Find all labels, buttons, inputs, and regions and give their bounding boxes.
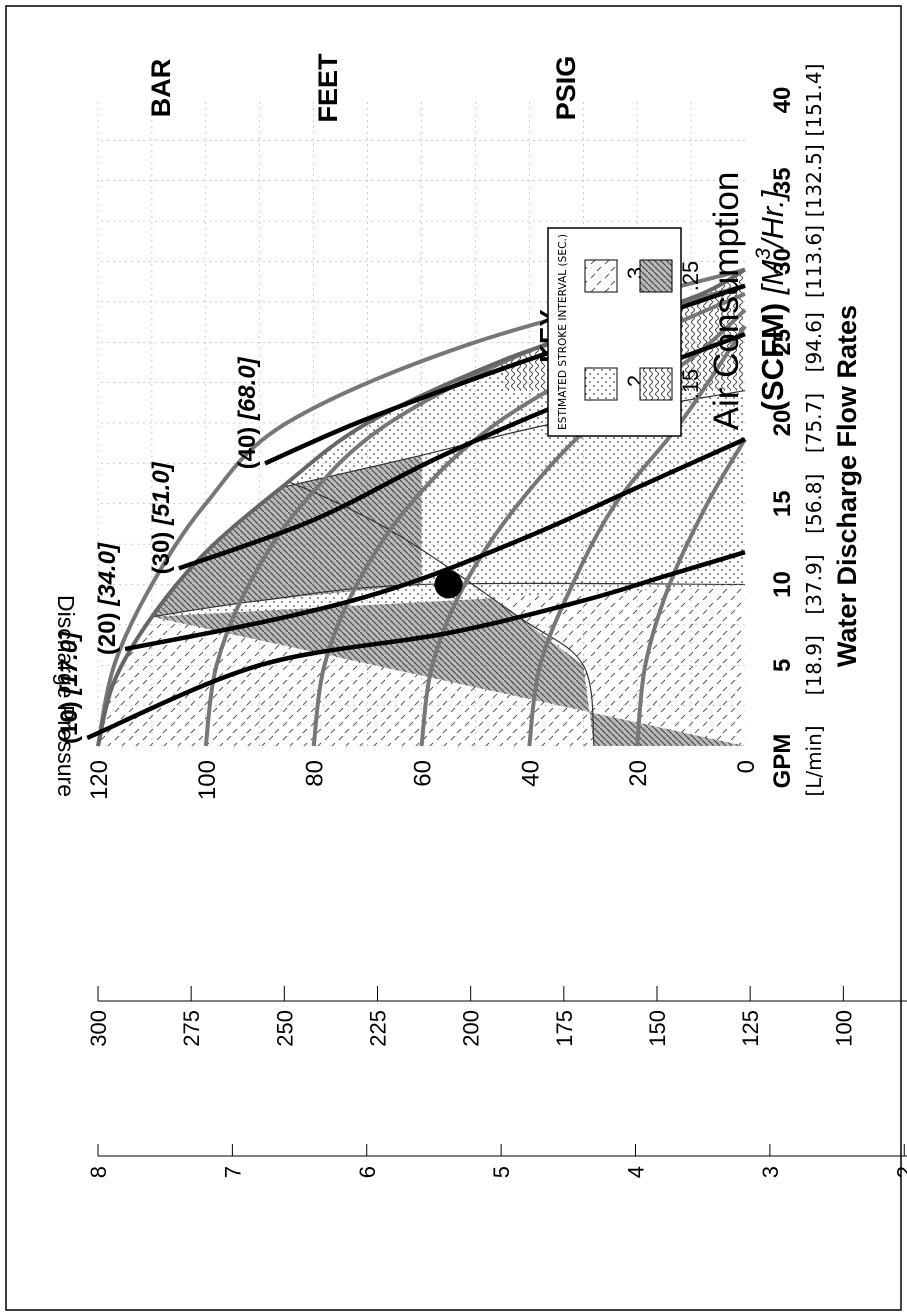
- x-tick-label-lpm: [151.4]: [802, 64, 826, 137]
- page-frame: [5, 5, 902, 1311]
- x-tick-label-lpm: [94.6]: [802, 312, 826, 372]
- x-tick-label-gpm: 30: [769, 248, 796, 275]
- x-tick-label-gpm: 15: [769, 490, 796, 517]
- legend-swatch-dashes: [584, 259, 618, 293]
- legend: KEY ESTIMATED STROKE INTERVAL (SEC.) .3.…: [534, 227, 703, 437]
- x-tick-label-gpm: 25: [769, 329, 796, 356]
- subtitle-metric: [M: [755, 260, 790, 296]
- feet-axis: 0255075100125150175200225250275300: [86, 986, 907, 1047]
- psig-tick-label: 20: [625, 760, 652, 787]
- air-consumption-curve-0: [86, 550, 746, 740]
- feet-tick-label: 100: [831, 1010, 856, 1047]
- x-axis-title: Water Discharge Flow Rates: [832, 305, 862, 667]
- bar-tick-label: 4: [624, 1166, 649, 1178]
- axis-unit-bar: BAR: [146, 59, 176, 118]
- psig-axis: 0 20 40 60 80 100 120: [86, 760, 760, 800]
- psig-tick-label: 0: [733, 760, 760, 773]
- psig-tick-label: 40: [517, 760, 544, 787]
- air-curve-label-3: (40) [68.0]: [234, 356, 261, 469]
- subtitle-metric-unit: /Hr.]: [755, 189, 790, 250]
- bar-axis: 012345678: [86, 1144, 907, 1178]
- axis-unit-feet: FEET: [313, 53, 343, 123]
- legend-swatch-dots: [584, 367, 618, 401]
- subtitle-superscript: 3: [752, 248, 775, 260]
- x-tick-label-gpm: 35: [769, 167, 796, 194]
- air-consumption-curve-1: [124, 437, 746, 652]
- feet-tick-label: 175: [552, 1010, 577, 1047]
- pressure-curve-4: [527, 324, 747, 747]
- feet-tick-label: 150: [645, 1010, 670, 1047]
- bar-tick-label: 6: [355, 1166, 380, 1178]
- axis-unit-psig: PSIG: [551, 56, 581, 121]
- bar-tick-label: 5: [489, 1166, 514, 1178]
- feet-tick-label: 300: [86, 1010, 111, 1047]
- feet-tick-label: 250: [272, 1010, 297, 1047]
- feet-tick-label: 275: [179, 1010, 204, 1047]
- region-interval-2-left: [151, 584, 745, 617]
- air-curve-label-2: (30) [51.0]: [148, 461, 175, 574]
- bar-tick-label: 2: [892, 1166, 907, 1178]
- bar-tick-label: 8: [86, 1166, 111, 1178]
- pressure-curve-0: [96, 267, 746, 747]
- chart-title: Air Consumption: [707, 172, 746, 431]
- pressure-curve-3: [419, 308, 747, 747]
- x-tick-label-lpm: [75.7]: [802, 393, 826, 453]
- x-unit-gpm: GPM: [769, 734, 796, 789]
- y-axis-title: Discharge Pressure: [53, 595, 79, 797]
- legend-swatch-waves: [639, 367, 673, 401]
- feet-tick-label: 200: [459, 1010, 484, 1047]
- legend-label: .25: [678, 261, 703, 292]
- x-tick-label-lpm: [18.9]: [802, 635, 826, 695]
- x-tick-label-gpm: 10: [769, 571, 796, 598]
- x-tick-label-gpm: 5: [769, 659, 796, 672]
- x-tick-label-lpm: [132.5]: [802, 144, 826, 217]
- feet-tick-label: 225: [366, 1010, 391, 1047]
- pressure-curve-5: [635, 438, 747, 747]
- psig-tick-label: 120: [86, 760, 113, 800]
- feet-tick-label: 125: [738, 1010, 763, 1047]
- x-tick-label-lpm: [37.9]: [802, 554, 826, 614]
- operating-point-marker: [434, 570, 463, 599]
- psig-tick-label: 100: [194, 760, 221, 800]
- subtitle-scfm: (SCFM): [755, 303, 790, 411]
- chart-subtitle: (SCFM) [M3/Hr.]: [752, 189, 790, 411]
- air-curve-label-1: (20) [34.0]: [94, 542, 121, 655]
- air-curve-label-0: (10) [17.0]: [56, 631, 83, 744]
- bar-tick-label: 3: [758, 1166, 783, 1178]
- legend-label: .15: [678, 369, 703, 400]
- x-tick-label-lpm: [113.6]: [802, 225, 826, 298]
- psig-tick-label: 60: [410, 760, 437, 787]
- x-tick-label-lpm: [56.8]: [802, 474, 826, 534]
- psig-tick-label: 80: [302, 760, 329, 787]
- x-tick-label-gpm: 40: [769, 87, 796, 114]
- region-boundary-0: [227, 462, 595, 746]
- x-unit-lpm: [L/min]: [802, 725, 826, 796]
- x-axis: 5 [18.9] 10 [37.9] 15 [56.8] 20 [75.7] 25 [94.6] 3…: [769, 64, 826, 696]
- legend-subtitle: ESTIMATED STROKE INTERVAL (SEC.): [556, 234, 569, 430]
- legend-swatch-hatch: [639, 259, 673, 293]
- bar-tick-label: 7: [220, 1166, 245, 1178]
- x-tick-label-gpm: 20: [769, 410, 796, 437]
